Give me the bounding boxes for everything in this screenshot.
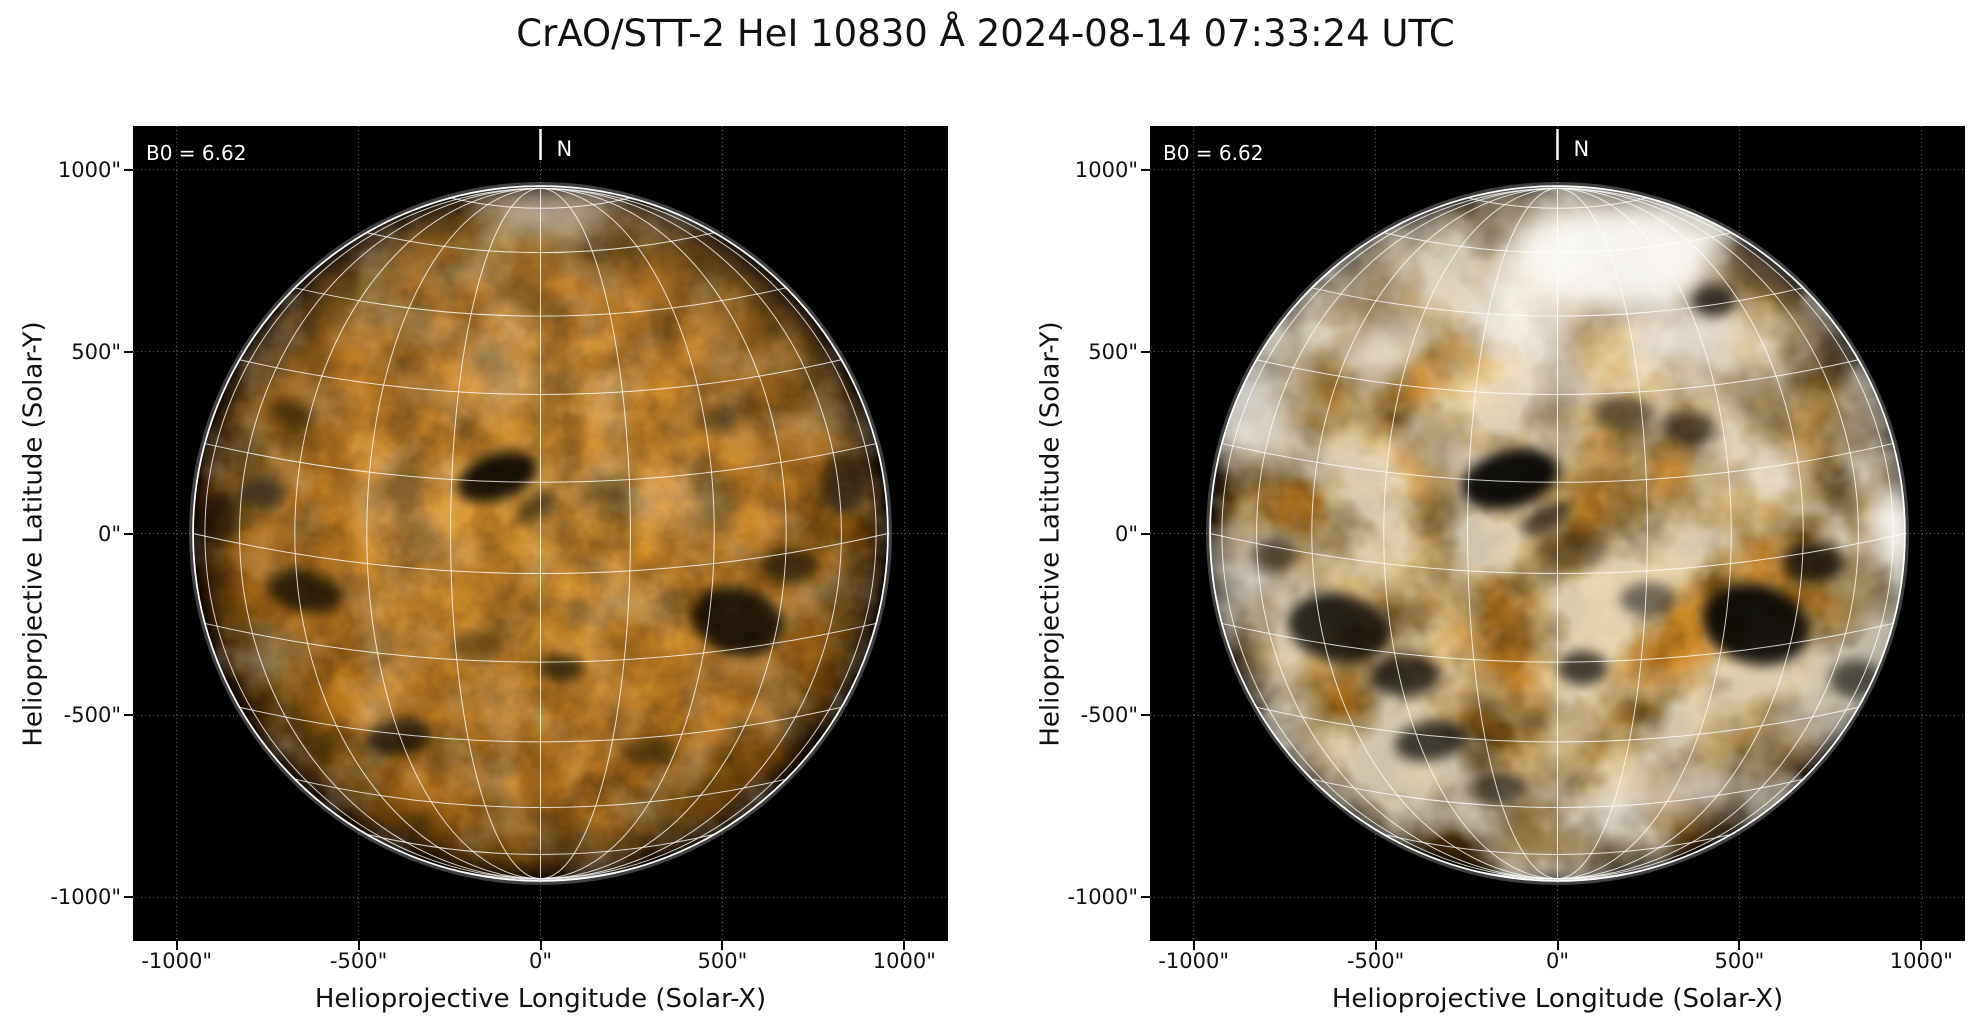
solar-disk [1210,186,1905,881]
y-tick-mark [1141,714,1150,717]
y-tick-label: -500" [63,703,121,728]
x-tick-label: -500" [329,949,388,973]
x-axis-label: Helioprojective Longitude (Solar-X) [1331,984,1784,1014]
axes-dotted-grid [1150,126,1965,941]
solar-limb [1209,185,1906,882]
axes-dotted-grid [133,126,948,941]
b0-annotation: B0 = 6.62 [1163,141,1263,165]
y-tick-label: -1000" [1067,885,1138,910]
y-axis-label: Helioprojective Latitude (Solar-Y) [1035,320,1065,747]
y-tick-mark [1141,168,1150,171]
solar-limb [192,185,889,882]
figure-title: CrAO/STT-2 HeI 10830 Å 2024-08-14 07:33:… [516,12,1455,55]
y-tick-label: 0" [1114,521,1138,546]
y-tick-mark [1141,350,1150,353]
plot-background [133,126,948,941]
y-tick-label: -500" [1080,703,1138,728]
solar-disk-plot-right: N B0 = 6.62 [1150,126,1965,941]
north-label: N [1574,137,1590,161]
x-tick-mark [1738,941,1741,950]
x-tick-mark [1192,941,1195,950]
x-tick-mark [1920,941,1923,950]
x-axis-label: Helioprojective Longitude (Solar-X) [314,984,767,1014]
x-tick-mark [721,941,724,950]
y-tick-label: 0" [97,521,121,546]
y-tick-label: 500" [1088,339,1138,364]
y-tick-label: 500" [71,339,121,364]
heliographic-grid [192,187,889,880]
disk-texture [193,186,888,881]
heliographic-grid [1209,187,1906,880]
x-tick-label: 0" [1545,949,1570,973]
y-tick-mark [124,896,133,899]
b0-annotation: B0 = 6.62 [146,141,246,165]
x-tick-mark [1556,941,1559,950]
y-tick-mark [124,350,133,353]
y-tick-mark [124,168,133,171]
x-tick-label: -500" [1346,949,1405,973]
y-tick-label: 1000" [1074,157,1138,182]
x-tick-label: -1000" [141,949,212,973]
solar-disk-plot-left: N B0 = 6.62 [133,126,948,941]
y-tick-label: 1000" [57,157,121,182]
x-tick-label: 500" [697,949,748,973]
x-tick-label: 0" [528,949,553,973]
y-tick-mark [1141,532,1150,535]
x-tick-mark [175,941,178,950]
y-tick-mark [1141,896,1150,899]
y-axis-label: Helioprojective Latitude (Solar-Y) [18,320,48,747]
x-tick-label: 1000" [872,949,936,973]
x-tick-label: -1000" [1158,949,1229,973]
plot-background [1150,126,1965,941]
x-tick-mark [903,941,906,950]
y-tick-label: -1000" [50,885,121,910]
x-tick-mark [357,941,360,950]
solar-disk [193,186,888,881]
x-tick-mark [539,941,542,950]
north-label: N [557,137,573,161]
x-tick-mark [1374,941,1377,950]
disk-texture [1210,186,1905,881]
y-tick-mark [124,532,133,535]
y-tick-mark [124,714,133,717]
x-tick-label: 500" [1714,949,1765,973]
x-tick-label: 1000" [1889,949,1953,973]
